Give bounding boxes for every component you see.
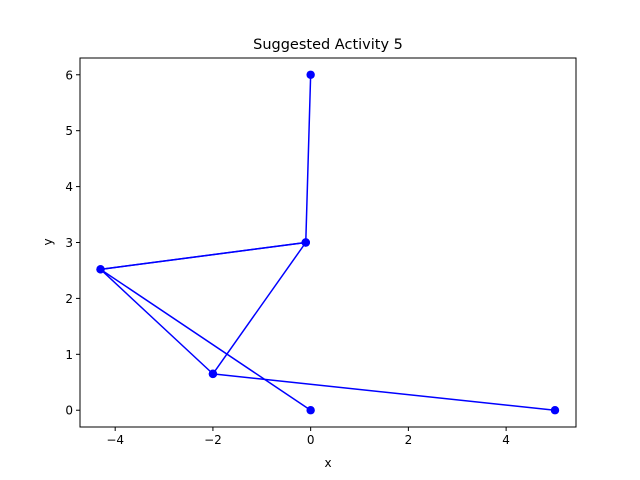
plot-area <box>96 70 560 415</box>
series-1-point <box>301 238 310 247</box>
series-1-point <box>306 70 315 79</box>
x-tick-label: 0 <box>307 433 315 447</box>
series-1-segment <box>99 268 214 375</box>
series-1-segment <box>99 268 312 411</box>
series-2-point <box>208 369 218 379</box>
y-tick-label: 4 <box>65 180 73 194</box>
x-tick-label: 4 <box>502 433 510 447</box>
series-2-point <box>550 406 560 415</box>
series-1-segment <box>99 241 307 271</box>
x-tick-label: −4 <box>106 433 124 447</box>
series-2-segment <box>212 373 556 411</box>
y-tick-label: 2 <box>65 292 73 306</box>
x-tick-label: −2 <box>204 433 222 447</box>
y-tick-label: 0 <box>65 404 73 418</box>
x-tick-label: 2 <box>405 433 413 447</box>
y-axis-label: y <box>41 238 55 245</box>
y-tick-label: 5 <box>65 124 73 138</box>
x-axis-label: x <box>324 456 331 470</box>
y-tick-label: 1 <box>65 348 73 362</box>
y-tick-label: 3 <box>65 236 73 250</box>
series-1-point <box>96 265 105 274</box>
axis-ticks: −4 −2 0 2 4 0 1 2 3 4 5 6 <box>65 68 510 447</box>
y-tick-label: 6 <box>65 68 73 82</box>
chart-title: Suggested Activity 5 <box>253 37 403 53</box>
series-1-point <box>306 406 315 415</box>
series-1-segment <box>305 74 312 244</box>
series-1-segment <box>212 241 307 375</box>
